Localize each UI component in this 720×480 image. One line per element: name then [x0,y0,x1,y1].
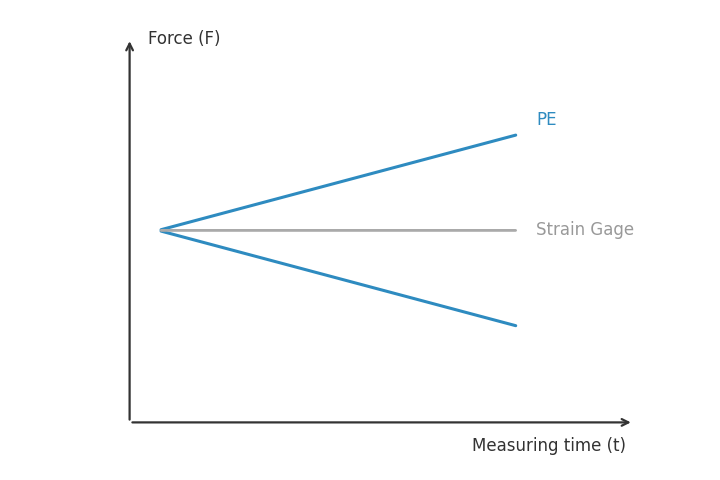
Text: Strain Gage: Strain Gage [536,221,634,240]
Text: Measuring time (t): Measuring time (t) [472,437,626,455]
Text: Force (F): Force (F) [148,30,220,48]
Text: PE: PE [536,111,557,129]
